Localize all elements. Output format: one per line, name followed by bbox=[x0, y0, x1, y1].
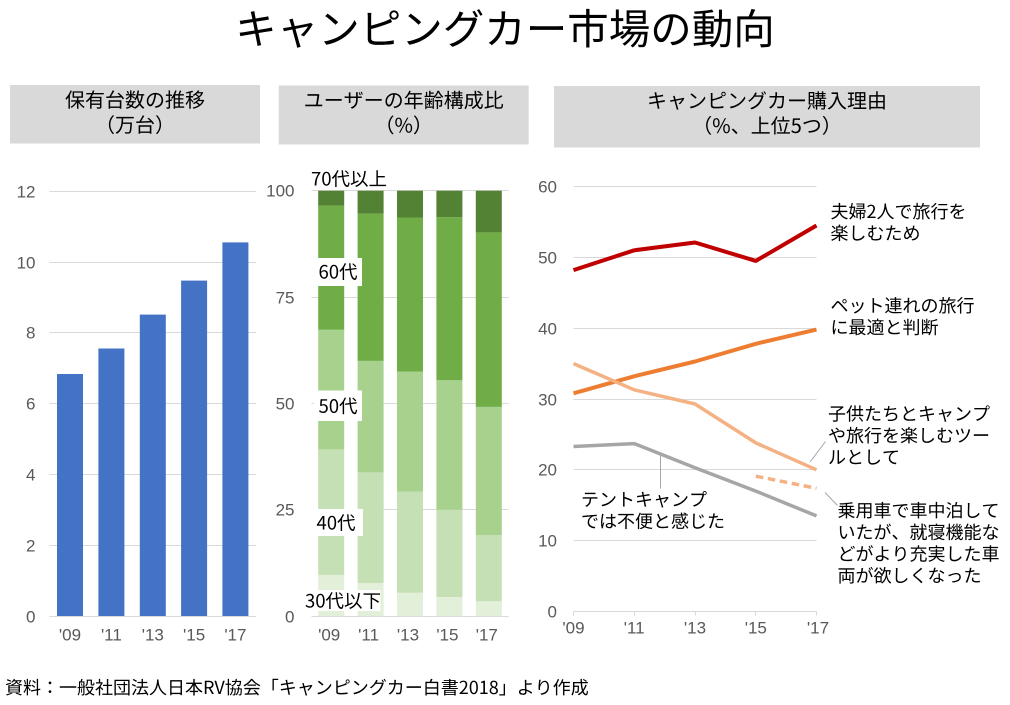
svg-text:10: 10 bbox=[17, 254, 36, 273]
svg-text:25: 25 bbox=[276, 501, 295, 520]
svg-text:100: 100 bbox=[266, 182, 294, 201]
svg-text:'17: '17 bbox=[476, 626, 498, 645]
svg-text:'17: '17 bbox=[807, 619, 829, 638]
svg-text:'09: '09 bbox=[562, 619, 584, 638]
svg-text:10: 10 bbox=[538, 532, 557, 551]
svg-text:'17: '17 bbox=[224, 626, 246, 645]
svg-text:'13: '13 bbox=[684, 619, 706, 638]
svg-text:'15: '15 bbox=[183, 626, 205, 645]
svg-text:8: 8 bbox=[26, 324, 35, 343]
svg-text:'09: '09 bbox=[59, 626, 81, 645]
svg-text:0: 0 bbox=[548, 603, 557, 622]
svg-text:2: 2 bbox=[26, 537, 35, 556]
svg-text:75: 75 bbox=[276, 289, 295, 308]
svg-text:0: 0 bbox=[26, 608, 35, 627]
svg-text:50: 50 bbox=[276, 395, 295, 414]
svg-text:'15: '15 bbox=[745, 619, 767, 638]
svg-text:12: 12 bbox=[17, 183, 36, 202]
svg-text:40: 40 bbox=[538, 320, 557, 339]
svg-text:'11: '11 bbox=[101, 626, 122, 645]
svg-text:'11: '11 bbox=[624, 619, 645, 638]
svg-text:'15: '15 bbox=[436, 626, 458, 645]
svg-text:'13: '13 bbox=[142, 626, 164, 645]
svg-text:0: 0 bbox=[285, 608, 294, 627]
svg-text:'13: '13 bbox=[397, 626, 419, 645]
svg-text:'09: '09 bbox=[318, 626, 340, 645]
svg-text:6: 6 bbox=[26, 395, 35, 414]
svg-text:'11: '11 bbox=[358, 626, 379, 645]
svg-text:60: 60 bbox=[538, 178, 557, 197]
svg-text:4: 4 bbox=[26, 466, 35, 485]
svg-text:20: 20 bbox=[538, 461, 557, 480]
svg-text:50: 50 bbox=[538, 249, 557, 268]
svg-text:30: 30 bbox=[538, 391, 557, 410]
